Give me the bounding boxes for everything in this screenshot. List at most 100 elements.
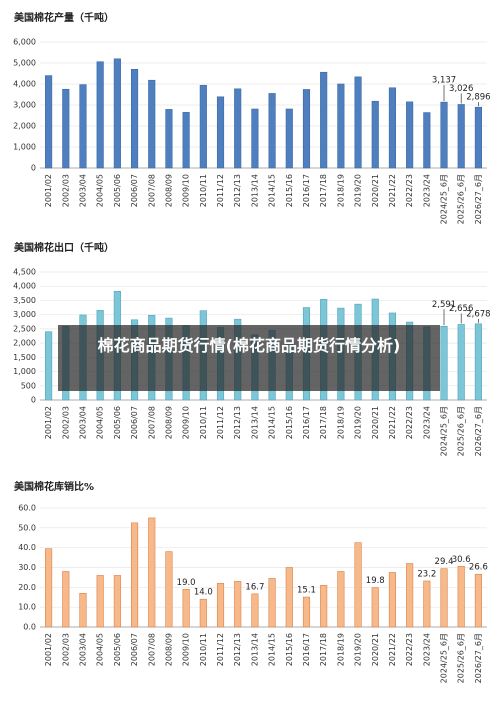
- x-tick-label: 2022/23: [405, 406, 414, 439]
- x-tick-label: 2022/23: [405, 174, 414, 207]
- y-tick-label: 5,000: [13, 59, 36, 68]
- y-tick-label: 0: [31, 164, 36, 173]
- value-label: 2,656: [449, 304, 473, 314]
- bar: [96, 575, 104, 628]
- x-tick-label: 2002/03: [61, 406, 70, 439]
- x-tick-label: 2005/06: [113, 633, 122, 666]
- y-tick-label: 4,000: [13, 282, 36, 291]
- bar: [45, 331, 53, 401]
- x-tick-label: 2002/03: [61, 174, 70, 207]
- x-tick-label: 2013/14: [250, 174, 259, 207]
- bar: [337, 571, 345, 628]
- y-tick-label: 500: [21, 381, 36, 390]
- bar: [285, 108, 293, 169]
- x-tick-label: 2018/19: [336, 633, 345, 666]
- x-tick-label: 2004/05: [96, 174, 105, 207]
- y-tick-label: 6,000: [13, 38, 36, 47]
- bar: [423, 580, 431, 628]
- bar: [371, 587, 379, 628]
- x-tick-label: 2026/27_6月: [474, 406, 483, 456]
- bar: [354, 542, 362, 628]
- x-tick-label: 2017/18: [319, 406, 328, 439]
- x-tick-label: 2014/15: [268, 633, 277, 666]
- bar: [406, 563, 414, 628]
- bar: [320, 71, 328, 169]
- bar: [216, 583, 225, 628]
- y-tick-label: 0.0: [23, 623, 36, 632]
- y-tick-label: 4,500: [13, 268, 36, 277]
- x-tick-label: 2002/03: [61, 633, 70, 666]
- bar: [320, 585, 328, 628]
- bar: [268, 93, 276, 169]
- bar: [182, 589, 190, 628]
- x-tick-label: 2024/25_6月: [440, 174, 449, 224]
- bar: [234, 88, 242, 169]
- x-tick-label: 2014/15: [268, 406, 277, 439]
- x-tick-label: 2021/22: [388, 406, 397, 439]
- x-tick-label: 2018/19: [336, 406, 345, 439]
- x-tick-label: 2009/10: [182, 174, 191, 207]
- bar: [474, 106, 482, 169]
- bar: [130, 69, 139, 169]
- x-tick-label: 2006/07: [130, 633, 139, 666]
- bar: [388, 572, 397, 628]
- bar: [130, 522, 139, 628]
- bar: [182, 112, 190, 169]
- bar: [113, 58, 121, 169]
- x-tick-label: 2016/17: [302, 174, 311, 207]
- y-tick-label: 40.0: [18, 543, 36, 552]
- x-tick-label: 2017/18: [319, 174, 328, 207]
- x-tick-label: 2008/09: [164, 633, 173, 666]
- bar: [251, 108, 259, 169]
- x-tick-label: 2007/08: [147, 406, 156, 439]
- value-label: 15.1: [297, 586, 316, 596]
- x-tick-label: 2007/08: [147, 633, 156, 666]
- x-tick-label: 2020/21: [371, 174, 380, 207]
- y-tick-label: 1,000: [13, 367, 36, 376]
- bar: [440, 101, 448, 169]
- bar: [199, 84, 207, 169]
- x-tick-label: 2020/21: [371, 633, 380, 666]
- value-label: 2,591: [432, 300, 456, 310]
- x-tick-label: 2008/09: [164, 406, 173, 439]
- bar: [440, 326, 448, 401]
- x-tick-label: 2009/10: [182, 633, 191, 666]
- x-tick-label: 2010/11: [199, 406, 208, 439]
- x-tick-label: 2018/19: [336, 174, 345, 207]
- bar: [79, 592, 87, 628]
- value-label: 3,026: [449, 84, 473, 94]
- bar: [440, 568, 448, 628]
- y-tick-label: 50.0: [18, 523, 36, 532]
- x-tick-label: 2025/26_6月: [457, 633, 466, 683]
- bar: [216, 96, 225, 169]
- y-tick-label: 2,000: [13, 339, 36, 348]
- x-tick-label: 2019/20: [354, 406, 363, 439]
- x-tick-label: 2023/24: [422, 406, 431, 439]
- chart-title: 美国棉花库销比%: [14, 480, 94, 493]
- x-tick-label: 2004/05: [96, 633, 105, 666]
- x-tick-label: 2012/13: [233, 633, 242, 666]
- y-tick-label: 10.0: [18, 603, 36, 612]
- x-tick-label: 2013/14: [250, 406, 259, 439]
- x-tick-label: 2020/21: [371, 406, 380, 439]
- bar: [457, 324, 465, 401]
- x-tick-label: 2016/17: [302, 406, 311, 439]
- y-tick-label: 3,500: [13, 296, 36, 305]
- value-label: 26.6: [469, 563, 488, 573]
- bar: [457, 104, 465, 169]
- bar: [234, 581, 242, 628]
- y-tick-label: 2,500: [13, 324, 36, 333]
- bar: [371, 100, 379, 169]
- x-tick-label: 2017/18: [319, 633, 328, 666]
- value-label: 2,896: [466, 93, 490, 103]
- bar: [62, 88, 70, 169]
- value-label: 23.2: [417, 569, 436, 579]
- x-tick-label: 2015/16: [285, 174, 294, 207]
- x-tick-label: 2008/09: [164, 174, 173, 207]
- bar: [354, 76, 362, 169]
- x-tick-label: 2015/16: [285, 406, 294, 439]
- value-label: 19.8: [366, 576, 385, 586]
- x-tick-label: 2019/20: [354, 633, 363, 666]
- y-tick-label: 20.0: [18, 583, 36, 592]
- value-label: 30.6: [452, 555, 471, 565]
